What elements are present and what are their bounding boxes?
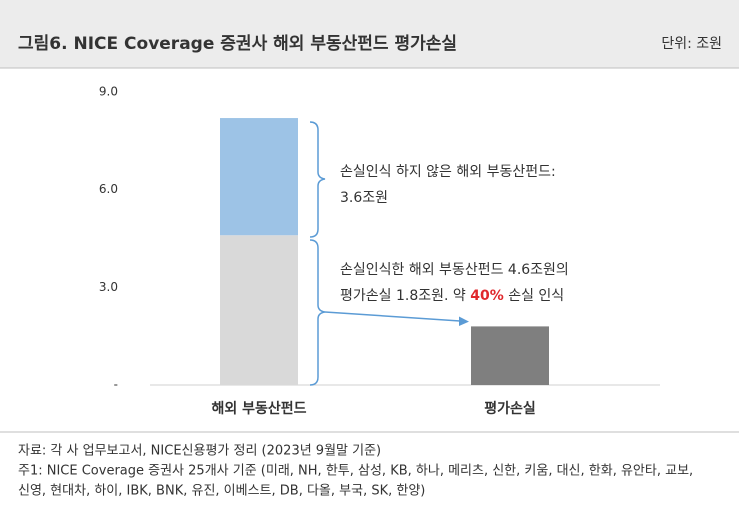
annotation-part: 평가손실 1.8조원. 약 (340, 288, 470, 304)
brace (309, 121, 326, 238)
annotation: 손실인식한 해외 부동산펀드 4.6조원의 (340, 262, 569, 278)
y-tick-label: 3.0 (99, 280, 118, 294)
note: 주1: NICE Coverage 증권사 25개사 기준 (미래, NH, 한… (18, 464, 693, 479)
y-tick-label: - (114, 378, 118, 392)
annotation: 손실인식 하지 않은 해외 부동산펀드: (340, 164, 556, 180)
x-tick-label: 평가손실 (484, 400, 536, 417)
annotation-highlight: 40% (470, 288, 504, 304)
note: 신영, 현대차, 하이, IBK, BNK, 유진, 이베스트, DB, 다올,… (18, 484, 425, 499)
brace (309, 239, 326, 386)
annotation-part: 손실 인식 (504, 288, 564, 304)
header-band (0, 0, 739, 68)
annotation: 평가손실 1.8조원. 약 40% 손실 인식 (340, 288, 564, 304)
y-tick-label: 6.0 (99, 182, 118, 196)
title: 그림6. NICE Coverage 증권사 해외 부동산펀드 평가손실 (18, 34, 457, 54)
arrow (324, 311, 461, 322)
annotation: 3.6조원 (340, 190, 388, 206)
bar-segment (471, 326, 549, 385)
bar-segment (220, 235, 298, 385)
y-tick-label: 9.0 (99, 85, 118, 99)
source: 자료: 각 사 업무보고서, NICE신용평가 정리 (2023년 9월말 기준… (18, 444, 381, 459)
arrow-head (459, 316, 469, 326)
unit: 단위: 조원 (661, 36, 722, 52)
x-tick-label: 해외 부동산펀드 (211, 400, 306, 417)
bar-segment (220, 118, 298, 236)
